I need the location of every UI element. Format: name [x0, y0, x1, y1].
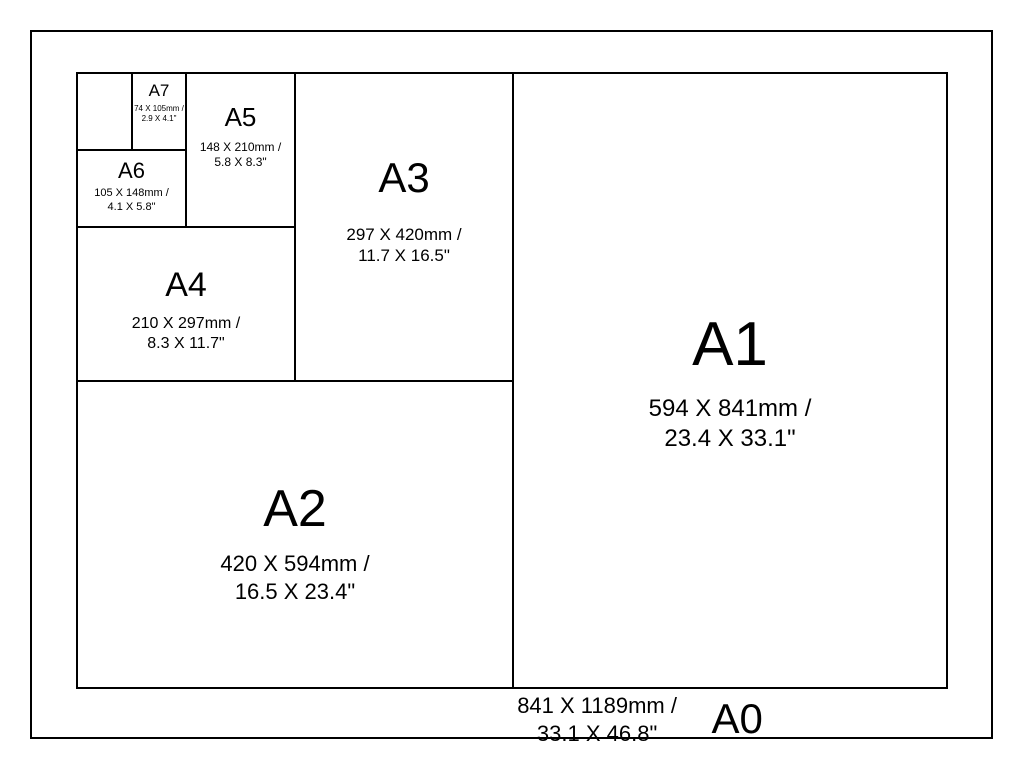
a2-dimensions: 420 X 594mm / 16.5 X 23.4"	[78, 550, 512, 605]
a6-dims-mm: 105 X 148mm /	[94, 187, 169, 199]
a0-dims-mm: 841 X 1189mm /	[517, 693, 677, 718]
a4-panel: A4 210 X 297mm / 8.3 X 11.7"	[76, 226, 296, 382]
a0-dimensions: 841 X 1189mm / 33.1 X 46.8"	[517, 692, 677, 747]
a1-panel: A1 594 X 841mm / 23.4 X 33.1"	[512, 72, 948, 689]
a5-dimensions: 148 X 210mm / 5.8 X 8.3"	[187, 140, 294, 170]
a4-dimensions: 210 X 297mm / 8.3 X 11.7"	[78, 314, 294, 354]
a1-dimensions: 594 X 841mm / 23.4 X 33.1"	[514, 394, 946, 454]
a7-dimensions: 74 X 105mm / 2.9 X 4.1"	[133, 104, 185, 124]
a7-dims-in: 2.9 X 4.1"	[142, 114, 177, 123]
a2-dims-in: 16.5 X 23.4"	[235, 579, 355, 604]
a3-dimensions: 297 X 420mm / 11.7 X 16.5"	[296, 224, 512, 267]
a4-dims-mm: 210 X 297mm /	[132, 315, 241, 332]
a5-panel: A5 148 X 210mm / 5.8 X 8.3"	[185, 72, 296, 228]
a0-label: A0	[711, 697, 762, 741]
a5-dims-in: 5.8 X 8.3"	[214, 155, 266, 169]
a1-label: A1	[514, 312, 946, 377]
a2-dims-mm: 420 X 594mm /	[220, 551, 369, 576]
a6-dimensions: 105 X 148mm / 4.1 X 5.8"	[78, 187, 185, 215]
a5-label: A5	[187, 104, 294, 131]
a2-label: A2	[78, 482, 512, 537]
a6-dims-in: 4.1 X 5.8"	[108, 201, 156, 213]
a7-label: A7	[133, 82, 185, 100]
a5-dims-mm: 148 X 210mm /	[200, 140, 281, 154]
a7-panel: A7 74 X 105mm / 2.9 X 4.1"	[131, 72, 187, 151]
a3-panel: A3 297 X 420mm / 11.7 X 16.5"	[294, 72, 514, 382]
a4-dims-in: 8.3 X 11.7"	[147, 335, 224, 352]
a0-dims-in: 33.1 X 46.8"	[537, 721, 657, 746]
a1-dims-in: 23.4 X 33.1"	[664, 425, 795, 452]
a6-panel: A6 105 X 148mm / 4.1 X 5.8"	[76, 149, 187, 228]
a3-dims-mm: 297 X 420mm /	[346, 225, 461, 244]
a1-dims-mm: 594 X 841mm /	[649, 395, 812, 422]
a0-caption: 841 X 1189mm / 33.1 X 46.8" A0	[360, 692, 920, 748]
a3-label: A3	[296, 156, 512, 200]
a6-label: A6	[78, 159, 185, 182]
a2-panel: A2 420 X 594mm / 16.5 X 23.4"	[76, 380, 514, 689]
a7-dims-mm: 74 X 105mm /	[134, 104, 184, 113]
a4-label: A4	[78, 268, 294, 304]
a3-dims-in: 11.7 X 16.5"	[358, 246, 450, 265]
a8-blank-panel	[76, 72, 133, 151]
